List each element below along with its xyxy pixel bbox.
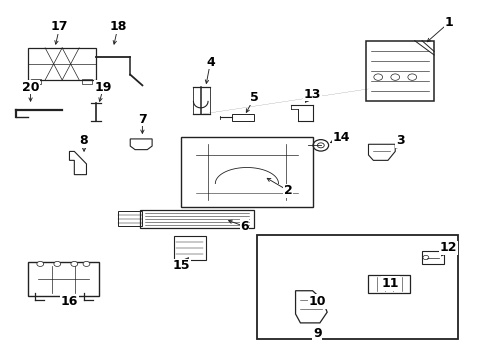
Circle shape <box>312 140 328 151</box>
Text: 12: 12 <box>439 241 457 255</box>
Text: 19: 19 <box>95 81 112 94</box>
Polygon shape <box>130 139 152 150</box>
Text: 20: 20 <box>22 81 39 94</box>
Text: 1: 1 <box>444 16 452 29</box>
Text: 18: 18 <box>109 20 126 33</box>
Text: 6: 6 <box>240 220 248 233</box>
Circle shape <box>317 143 324 148</box>
Circle shape <box>83 261 90 266</box>
Bar <box>256 235 458 339</box>
Bar <box>81 79 92 84</box>
Circle shape <box>71 261 78 266</box>
Text: 5: 5 <box>249 91 258 104</box>
Text: 3: 3 <box>395 134 404 147</box>
Circle shape <box>390 74 399 80</box>
Bar <box>174 236 205 260</box>
Text: 13: 13 <box>303 88 321 101</box>
Bar <box>28 48 96 80</box>
Circle shape <box>422 255 428 260</box>
Bar <box>181 137 312 207</box>
Bar <box>30 79 41 84</box>
Text: 15: 15 <box>172 259 190 272</box>
Polygon shape <box>368 144 394 160</box>
Text: 7: 7 <box>138 113 146 126</box>
Text: 17: 17 <box>51 20 68 33</box>
Text: 14: 14 <box>332 131 350 144</box>
Bar <box>366 41 433 102</box>
Polygon shape <box>69 152 86 175</box>
Text: 9: 9 <box>312 327 321 340</box>
Bar <box>368 275 409 293</box>
Bar <box>421 251 443 264</box>
Text: 2: 2 <box>284 184 292 197</box>
Bar <box>118 211 142 226</box>
Text: 11: 11 <box>381 277 398 290</box>
Bar <box>28 262 99 296</box>
Bar <box>232 114 254 121</box>
Circle shape <box>54 261 61 266</box>
Text: 16: 16 <box>61 295 78 308</box>
Circle shape <box>373 74 382 80</box>
Polygon shape <box>295 291 326 323</box>
Text: 4: 4 <box>205 55 214 69</box>
Bar <box>140 210 254 228</box>
Circle shape <box>37 261 43 266</box>
Circle shape <box>407 74 416 80</box>
Text: 8: 8 <box>80 134 88 147</box>
Text: 10: 10 <box>308 295 325 308</box>
